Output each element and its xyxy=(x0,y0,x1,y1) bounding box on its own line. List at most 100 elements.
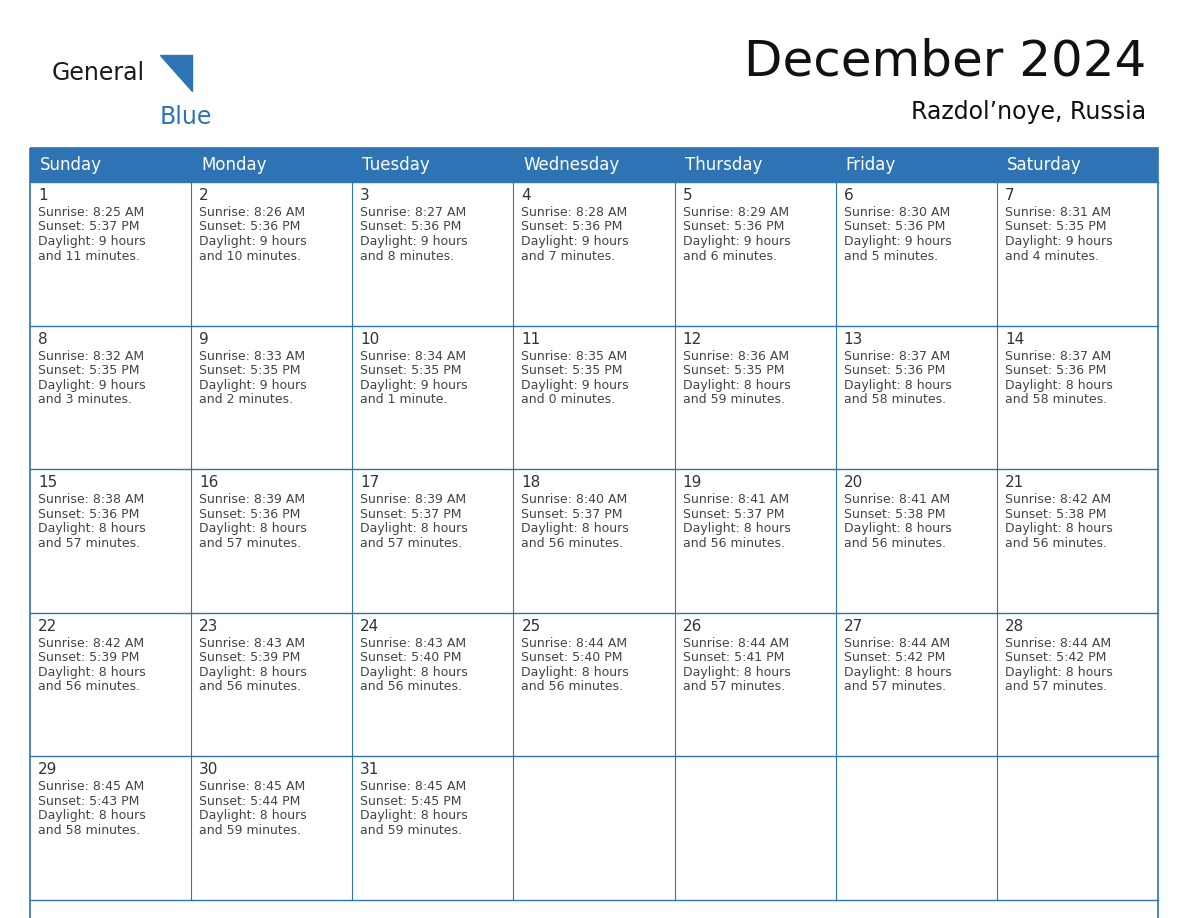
Text: Daylight: 8 hours: Daylight: 8 hours xyxy=(360,522,468,535)
Text: 29: 29 xyxy=(38,763,57,778)
Text: Sunrise: 8:32 AM: Sunrise: 8:32 AM xyxy=(38,350,144,363)
Text: 18: 18 xyxy=(522,476,541,490)
Text: 2: 2 xyxy=(200,188,209,203)
Text: Sunset: 5:35 PM: Sunset: 5:35 PM xyxy=(683,364,784,377)
Bar xyxy=(30,148,191,182)
Text: Daylight: 8 hours: Daylight: 8 hours xyxy=(843,378,952,392)
Text: Sunset: 5:36 PM: Sunset: 5:36 PM xyxy=(843,364,946,377)
Text: Sunrise: 8:43 AM: Sunrise: 8:43 AM xyxy=(200,637,305,650)
Text: Sunrise: 8:44 AM: Sunrise: 8:44 AM xyxy=(1005,637,1111,650)
Text: Sunrise: 8:44 AM: Sunrise: 8:44 AM xyxy=(522,637,627,650)
Text: Monday: Monday xyxy=(201,156,266,174)
Text: Sunset: 5:35 PM: Sunset: 5:35 PM xyxy=(522,364,623,377)
Text: Friday: Friday xyxy=(846,156,896,174)
Text: Sunset: 5:36 PM: Sunset: 5:36 PM xyxy=(683,220,784,233)
Text: and 3 minutes.: and 3 minutes. xyxy=(38,393,132,406)
Text: Sunset: 5:40 PM: Sunset: 5:40 PM xyxy=(522,651,623,665)
Text: Daylight: 8 hours: Daylight: 8 hours xyxy=(683,666,790,678)
Text: 11: 11 xyxy=(522,331,541,347)
Text: Sunset: 5:37 PM: Sunset: 5:37 PM xyxy=(522,508,623,521)
Bar xyxy=(997,148,1158,182)
Text: and 57 minutes.: and 57 minutes. xyxy=(1005,680,1107,693)
Text: Sunrise: 8:45 AM: Sunrise: 8:45 AM xyxy=(200,780,305,793)
Bar xyxy=(513,148,675,182)
Text: Daylight: 8 hours: Daylight: 8 hours xyxy=(38,522,146,535)
Text: Sunset: 5:36 PM: Sunset: 5:36 PM xyxy=(843,220,946,233)
Text: Saturday: Saturday xyxy=(1007,156,1081,174)
Text: 25: 25 xyxy=(522,619,541,633)
Text: Daylight: 9 hours: Daylight: 9 hours xyxy=(843,235,952,248)
Text: Sunrise: 8:25 AM: Sunrise: 8:25 AM xyxy=(38,206,144,219)
Text: and 57 minutes.: and 57 minutes. xyxy=(200,537,302,550)
Text: Sunset: 5:39 PM: Sunset: 5:39 PM xyxy=(200,651,301,665)
Text: Sunrise: 8:36 AM: Sunrise: 8:36 AM xyxy=(683,350,789,363)
Text: Sunset: 5:36 PM: Sunset: 5:36 PM xyxy=(522,220,623,233)
Text: Sunset: 5:45 PM: Sunset: 5:45 PM xyxy=(360,795,462,808)
Text: 16: 16 xyxy=(200,476,219,490)
Text: Daylight: 8 hours: Daylight: 8 hours xyxy=(38,810,146,823)
Text: Sunset: 5:36 PM: Sunset: 5:36 PM xyxy=(38,508,139,521)
Text: and 10 minutes.: and 10 minutes. xyxy=(200,250,301,263)
Text: Sunrise: 8:29 AM: Sunrise: 8:29 AM xyxy=(683,206,789,219)
Text: Daylight: 9 hours: Daylight: 9 hours xyxy=(522,378,630,392)
Text: 22: 22 xyxy=(38,619,57,633)
Bar xyxy=(675,148,835,182)
Text: Sunrise: 8:41 AM: Sunrise: 8:41 AM xyxy=(843,493,950,506)
Text: and 6 minutes.: and 6 minutes. xyxy=(683,250,777,263)
Text: Daylight: 8 hours: Daylight: 8 hours xyxy=(200,810,307,823)
Text: Sunrise: 8:26 AM: Sunrise: 8:26 AM xyxy=(200,206,305,219)
Text: General: General xyxy=(52,61,145,85)
Text: 5: 5 xyxy=(683,188,693,203)
Text: Daylight: 9 hours: Daylight: 9 hours xyxy=(360,378,468,392)
Text: and 1 minute.: and 1 minute. xyxy=(360,393,448,406)
Text: Daylight: 8 hours: Daylight: 8 hours xyxy=(843,522,952,535)
Text: 30: 30 xyxy=(200,763,219,778)
Text: and 2 minutes.: and 2 minutes. xyxy=(200,393,293,406)
Text: Daylight: 9 hours: Daylight: 9 hours xyxy=(200,235,307,248)
Text: and 5 minutes.: and 5 minutes. xyxy=(843,250,937,263)
Text: Sunset: 5:37 PM: Sunset: 5:37 PM xyxy=(683,508,784,521)
Text: Daylight: 8 hours: Daylight: 8 hours xyxy=(38,666,146,678)
Text: Sunset: 5:40 PM: Sunset: 5:40 PM xyxy=(360,651,462,665)
Bar xyxy=(353,148,513,182)
Text: and 56 minutes.: and 56 minutes. xyxy=(683,537,784,550)
Text: Daylight: 8 hours: Daylight: 8 hours xyxy=(200,522,307,535)
Text: Daylight: 9 hours: Daylight: 9 hours xyxy=(683,235,790,248)
Text: 27: 27 xyxy=(843,619,862,633)
Text: Daylight: 9 hours: Daylight: 9 hours xyxy=(38,378,146,392)
Text: Daylight: 9 hours: Daylight: 9 hours xyxy=(1005,235,1112,248)
Text: Sunset: 5:44 PM: Sunset: 5:44 PM xyxy=(200,795,301,808)
Text: Sunset: 5:36 PM: Sunset: 5:36 PM xyxy=(360,220,462,233)
Text: 10: 10 xyxy=(360,331,379,347)
Text: 24: 24 xyxy=(360,619,379,633)
Text: 17: 17 xyxy=(360,476,379,490)
Text: Sunset: 5:41 PM: Sunset: 5:41 PM xyxy=(683,651,784,665)
Text: Sunset: 5:36 PM: Sunset: 5:36 PM xyxy=(200,220,301,233)
Text: Daylight: 9 hours: Daylight: 9 hours xyxy=(522,235,630,248)
Text: and 57 minutes.: and 57 minutes. xyxy=(843,680,946,693)
Text: 21: 21 xyxy=(1005,476,1024,490)
Bar xyxy=(191,148,353,182)
Text: and 59 minutes.: and 59 minutes. xyxy=(360,823,462,837)
Text: Sunrise: 8:44 AM: Sunrise: 8:44 AM xyxy=(683,637,789,650)
Text: Daylight: 8 hours: Daylight: 8 hours xyxy=(1005,378,1113,392)
Text: Sunset: 5:43 PM: Sunset: 5:43 PM xyxy=(38,795,139,808)
Text: Sunrise: 8:45 AM: Sunrise: 8:45 AM xyxy=(360,780,467,793)
Text: Wednesday: Wednesday xyxy=(524,156,620,174)
Text: Tuesday: Tuesday xyxy=(362,156,430,174)
Text: Sunrise: 8:38 AM: Sunrise: 8:38 AM xyxy=(38,493,144,506)
Text: Daylight: 8 hours: Daylight: 8 hours xyxy=(360,810,468,823)
Text: Sunrise: 8:39 AM: Sunrise: 8:39 AM xyxy=(200,493,305,506)
Text: Sunset: 5:35 PM: Sunset: 5:35 PM xyxy=(38,364,139,377)
Text: and 57 minutes.: and 57 minutes. xyxy=(360,537,462,550)
Text: Sunset: 5:35 PM: Sunset: 5:35 PM xyxy=(360,364,462,377)
Text: Daylight: 8 hours: Daylight: 8 hours xyxy=(683,378,790,392)
Text: Sunset: 5:37 PM: Sunset: 5:37 PM xyxy=(38,220,139,233)
Text: 1: 1 xyxy=(38,188,48,203)
Text: Sunrise: 8:43 AM: Sunrise: 8:43 AM xyxy=(360,637,467,650)
Text: and 8 minutes.: and 8 minutes. xyxy=(360,250,455,263)
Text: 19: 19 xyxy=(683,476,702,490)
Text: 8: 8 xyxy=(38,331,48,347)
Text: Sunset: 5:37 PM: Sunset: 5:37 PM xyxy=(360,508,462,521)
Text: Sunrise: 8:37 AM: Sunrise: 8:37 AM xyxy=(843,350,950,363)
